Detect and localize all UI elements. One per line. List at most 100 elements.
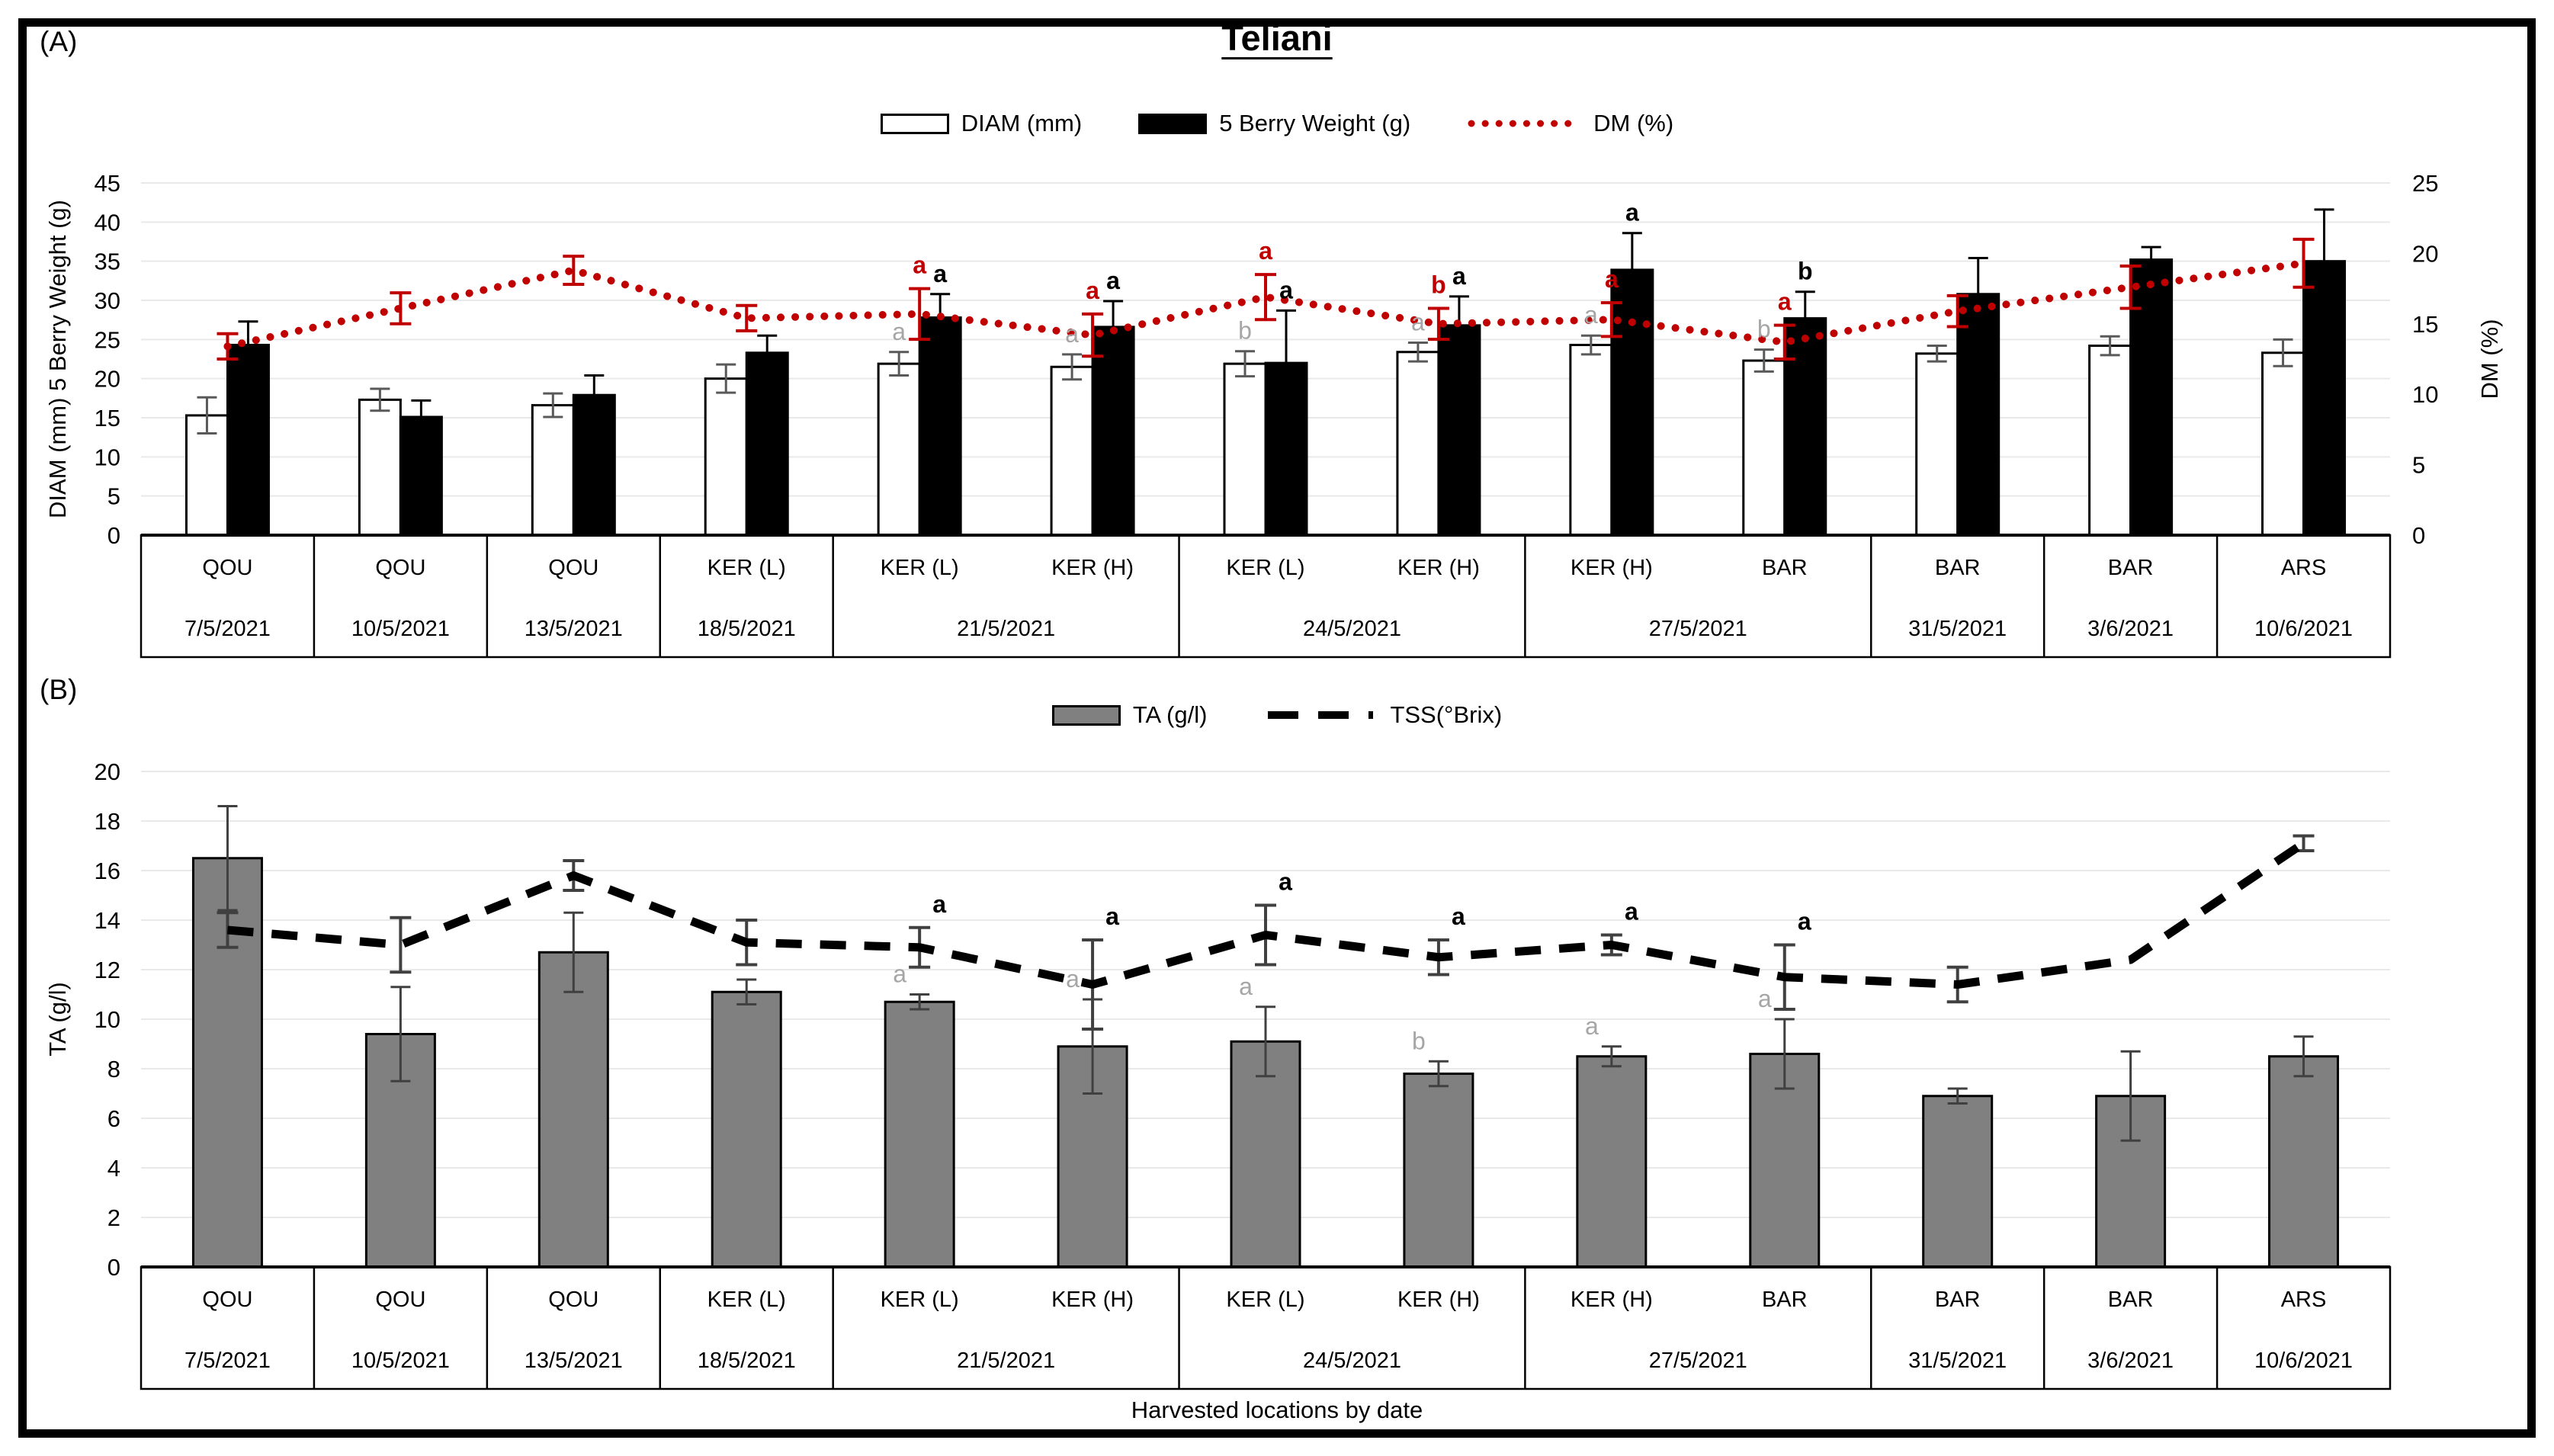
- legend-item-dm: DM (%): [1467, 110, 1673, 137]
- bar-bw: [572, 393, 616, 537]
- bw-swatch: [1138, 113, 1208, 134]
- x-location-label: ARS: [2281, 1288, 2327, 1312]
- bar-diam: [704, 377, 748, 537]
- legend-item-tss: TSS(°Brix): [1263, 701, 1502, 729]
- y-tick-label-right: 25: [2412, 170, 2438, 197]
- x-date-label: 27/5/2021: [1649, 617, 1747, 641]
- x-date-label: 10/5/2021: [351, 617, 450, 641]
- y-tick-label-left: 40: [95, 209, 120, 236]
- bar-diam: [358, 398, 402, 537]
- x-date-label: 10/5/2021: [351, 1349, 450, 1373]
- bar-ta: [1576, 1055, 1648, 1268]
- x-location-label: BAR: [1935, 556, 1981, 580]
- bar-diam: [1742, 359, 1786, 537]
- bar-diam: [2088, 345, 2132, 537]
- bar-bw: [1091, 326, 1135, 537]
- bar-ta: [1922, 1095, 1994, 1268]
- legend-label-diam: DIAM (mm): [961, 110, 1083, 136]
- x-axis-title: Harvested locations by date: [1131, 1397, 1423, 1423]
- legend-label-ta: TA (g/l): [1132, 701, 1208, 728]
- x-location-label: BAR: [1762, 556, 1808, 580]
- sig-letter-bw: a: [1625, 199, 1639, 226]
- sig-letter-bw: a: [1106, 267, 1120, 294]
- y-tick-label-left: 6: [107, 1105, 120, 1132]
- y-tick-label-left: 8: [107, 1056, 120, 1082]
- x-date-label: 31/5/2021: [1908, 1349, 2007, 1373]
- sig-letter-bw: a: [1452, 262, 1466, 290]
- x-location-label: BAR: [2108, 556, 2154, 580]
- x-location-label: QOU: [375, 1288, 425, 1312]
- sig-letter-dm: a: [1778, 288, 1792, 316]
- y-tick-label-right: 5: [2412, 452, 2425, 479]
- y-tick-label-left: 2: [107, 1204, 120, 1231]
- x-location-label: KER (H): [1051, 556, 1134, 580]
- x-label-box: [140, 1265, 2392, 1390]
- x-location-label: KER (L): [1226, 1288, 1304, 1312]
- x-location-label: ARS: [2281, 556, 2327, 580]
- bar-diam: [1223, 362, 1267, 537]
- legend-label-bw: 5 Berry Weight (g): [1219, 110, 1411, 136]
- x-location-label: KER (L): [881, 556, 959, 580]
- bar-bw: [399, 415, 443, 537]
- bar-ta: [711, 990, 782, 1268]
- x-location-label: BAR: [1935, 1288, 1981, 1312]
- y-tick-label-left: 45: [95, 170, 120, 197]
- bar-bw: [745, 351, 789, 537]
- bar-diam: [1915, 352, 1959, 537]
- legend-item-diam: DIAM (mm): [880, 110, 1083, 137]
- x-date-label: 24/5/2021: [1303, 617, 1401, 641]
- y-tick-label-right: 20: [2412, 240, 2438, 267]
- y-tick-label-right: 10: [2412, 381, 2438, 408]
- y-tick-label-left: 15: [95, 405, 120, 431]
- x-date-label: 3/6/2021: [2087, 1349, 2174, 1373]
- ta-swatch: [1051, 704, 1121, 726]
- y-tick-label-left: 18: [95, 808, 120, 835]
- bar-diam: [531, 404, 575, 537]
- x-date-label: 7/5/2021: [184, 1349, 271, 1373]
- y-tick-label-left: 4: [107, 1155, 120, 1182]
- x-location-label: BAR: [2108, 1288, 2154, 1312]
- sig-letter-ta: a: [893, 961, 906, 988]
- sig-letter-dm: a: [1259, 237, 1272, 265]
- sig-letter-tss: a: [932, 890, 946, 918]
- x-date-label: 27/5/2021: [1649, 1349, 1747, 1373]
- x-date-label: 7/5/2021: [184, 617, 271, 641]
- x-location-label: QOU: [548, 1288, 598, 1312]
- sig-letter-dm: a: [1086, 277, 1099, 304]
- panel-b-label: (B): [40, 674, 78, 705]
- y-axis-title-left: TA (g/l): [44, 982, 71, 1057]
- bar-diam: [2261, 351, 2305, 537]
- y-tick-label-left: 0: [107, 522, 120, 549]
- x-date-label: 10/6/2021: [2254, 1349, 2353, 1373]
- x-location-label: KER (H): [1397, 556, 1480, 580]
- sig-letter-diam: a: [1065, 320, 1079, 348]
- bar-bw: [918, 316, 962, 537]
- x-date-label: 21/5/2021: [957, 617, 1055, 641]
- x-location-label: BAR: [1762, 1288, 1808, 1312]
- y-axis-title-right: DM (%): [2476, 319, 2503, 399]
- bar-bw: [1610, 268, 1654, 537]
- sig-letter-diam: a: [892, 318, 906, 345]
- bar-ta: [2268, 1055, 2340, 1268]
- legend-item-bw: 5 Berry Weight (g): [1138, 110, 1410, 137]
- y-tick-label-right: 15: [2412, 311, 2438, 338]
- sig-letter-diam: a: [1411, 308, 1425, 335]
- bar-ta: [2095, 1095, 2167, 1268]
- y-tick-label-left: 12: [95, 957, 120, 983]
- x-location-label: KER (L): [1226, 556, 1304, 580]
- sig-letter-ta: a: [1758, 985, 1772, 1012]
- bar-diam: [877, 362, 921, 537]
- x-date-label: 18/5/2021: [698, 1349, 796, 1373]
- y-tick-label-left: 0: [107, 1254, 120, 1281]
- sig-letter-ta: a: [1239, 973, 1253, 1000]
- bar-bw: [226, 344, 270, 537]
- y-tick-label-left: 5: [107, 483, 120, 510]
- sig-letter-dm: b: [1431, 271, 1446, 298]
- sig-letter-ta: a: [1066, 965, 1080, 993]
- chart-title: Teliani: [1221, 18, 1333, 58]
- x-location-label: KER (L): [881, 1288, 959, 1312]
- bar-diam: [1396, 351, 1440, 537]
- x-location-label: KER (L): [707, 556, 786, 580]
- legend-panel-a: DIAM (mm) 5 Berry Weight (g) DM (%): [0, 110, 2554, 137]
